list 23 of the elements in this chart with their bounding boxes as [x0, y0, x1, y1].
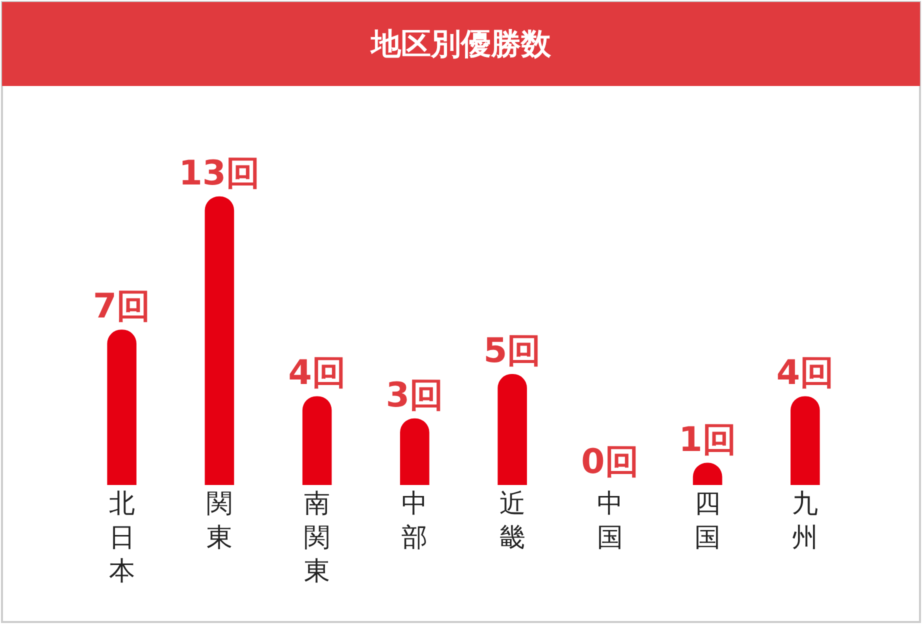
data-label: 7回 [92, 286, 151, 327]
x-tick-label: 四国 [694, 489, 721, 553]
data-label: 0回 [581, 442, 639, 482]
bar [498, 374, 527, 485]
data-label: 5回 [483, 330, 542, 371]
x-tick-label: 関東 [206, 489, 232, 553]
data-label: 13回 [178, 153, 260, 194]
x-tick-label: 南関東 [304, 489, 330, 587]
data-label: 4回 [776, 353, 834, 394]
bar [400, 418, 430, 485]
bar [204, 196, 234, 485]
x-tick-label: 中国 [596, 489, 623, 553]
bar [302, 396, 332, 485]
data-label: 4回 [288, 353, 346, 394]
x-tick-label: 九州 [792, 489, 818, 553]
x-tick-label: 中部 [402, 489, 428, 553]
chart-title: 地区別優勝数 [369, 27, 552, 62]
x-tick-label: 近畿 [499, 489, 526, 553]
bar [107, 330, 136, 485]
bar [790, 396, 820, 485]
data-label: 1回 [678, 420, 736, 460]
x-tick-label: 北日本 [108, 489, 135, 587]
data-label: 3回 [386, 375, 444, 416]
